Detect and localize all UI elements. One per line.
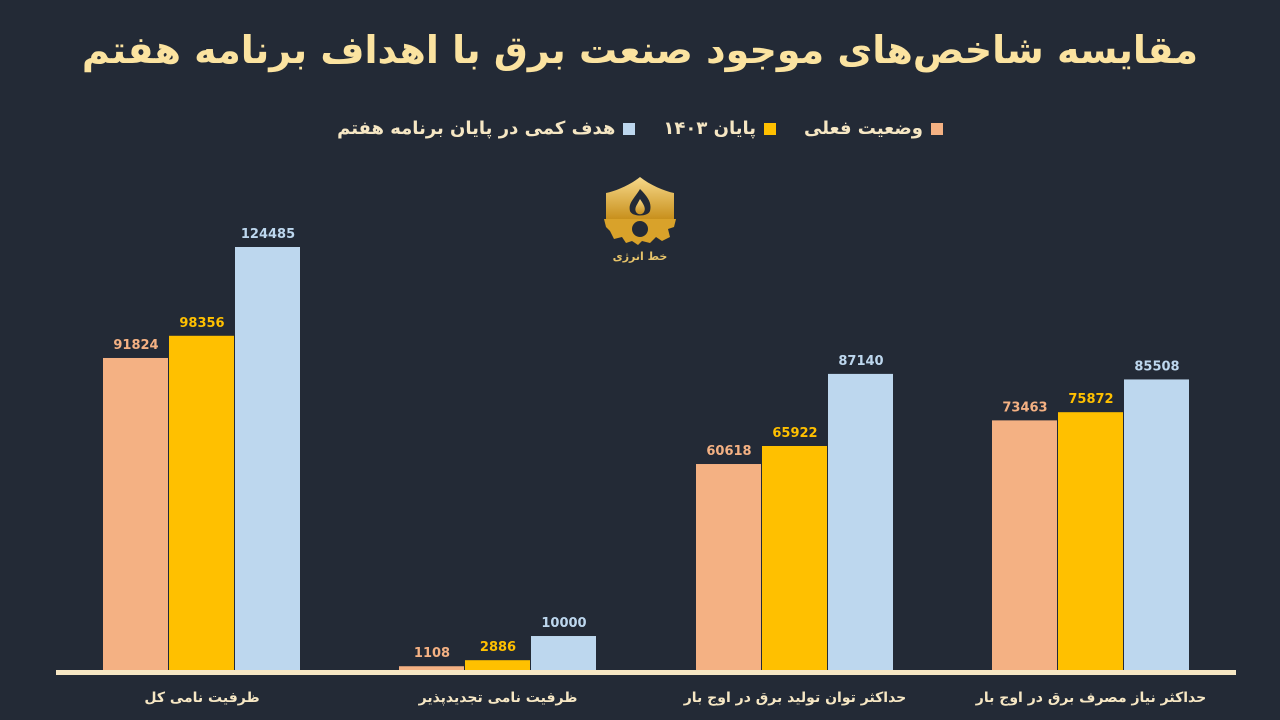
legend-label-1403: پایان ۱۴۰۳ <box>663 118 756 139</box>
bar-3-2 <box>1124 379 1189 670</box>
legend-item-target: هدف کمی در پایان برنامه هفتم <box>337 118 636 139</box>
chart-title: مقایسه شاخص‌های موجود صنعت برق با اهداف … <box>81 28 1199 72</box>
category-label-2: حداکثر توان تولید برق در اوج بار <box>683 690 907 706</box>
category-label-3: حداکثر نیاز مصرف برق در اوج بار <box>975 690 1206 706</box>
category-label-0: ظرفیت نامی کل <box>144 690 259 706</box>
logo-text: خط انرژی <box>612 250 668 263</box>
legend-item-1403: پایان ۱۴۰۳ <box>663 118 776 139</box>
bar-2-0 <box>696 464 761 670</box>
legend-swatch-target <box>623 122 636 135</box>
bar-1-1 <box>465 660 530 670</box>
data-label-3-2: 85508 <box>1134 359 1179 374</box>
legend-item-current: وضعیت فعلی <box>804 118 943 139</box>
bar-0-1 <box>169 335 234 670</box>
data-label-1-2: 10000 <box>541 616 586 631</box>
data-label-2-2: 87140 <box>838 354 883 369</box>
data-label-1-1: 2886 <box>480 640 516 655</box>
data-label-2-0: 60618 <box>706 444 751 459</box>
x-axis-line <box>56 670 1236 675</box>
legend-label-current: وضعیت فعلی <box>804 118 923 139</box>
bar-1-2 <box>531 636 596 670</box>
logo-flame-gear-icon <box>598 175 682 270</box>
bar-3-0 <box>992 420 1057 670</box>
data-label-2-1: 65922 <box>772 426 817 441</box>
bar-0-0 <box>103 357 168 670</box>
data-label-0-0: 91824 <box>113 338 158 353</box>
bar-0-2 <box>235 247 300 670</box>
legend-swatch-1403 <box>764 122 776 135</box>
data-label-0-1: 98356 <box>179 316 224 331</box>
data-label-0-2: 124485 <box>241 227 295 242</box>
data-label-3-1: 75872 <box>1068 392 1113 407</box>
data-label-1-0: 1108 <box>414 646 450 661</box>
bar-3-1 <box>1058 412 1123 670</box>
legend-swatch-current <box>930 122 943 135</box>
bar-2-2 <box>828 373 893 670</box>
bar-2-1 <box>762 445 827 670</box>
data-label-3-0: 73463 <box>1002 400 1047 415</box>
bar-1-0 <box>399 666 464 670</box>
category-label-1: ظرفیت نامی تجدیدپذیر <box>418 690 578 706</box>
legend-label-target: هدف کمی در پایان برنامه هفتم <box>337 118 616 139</box>
legend: وضعیت فعلی پایان ۱۴۰۳ هدف کمی در پایان ب… <box>0 118 1280 139</box>
